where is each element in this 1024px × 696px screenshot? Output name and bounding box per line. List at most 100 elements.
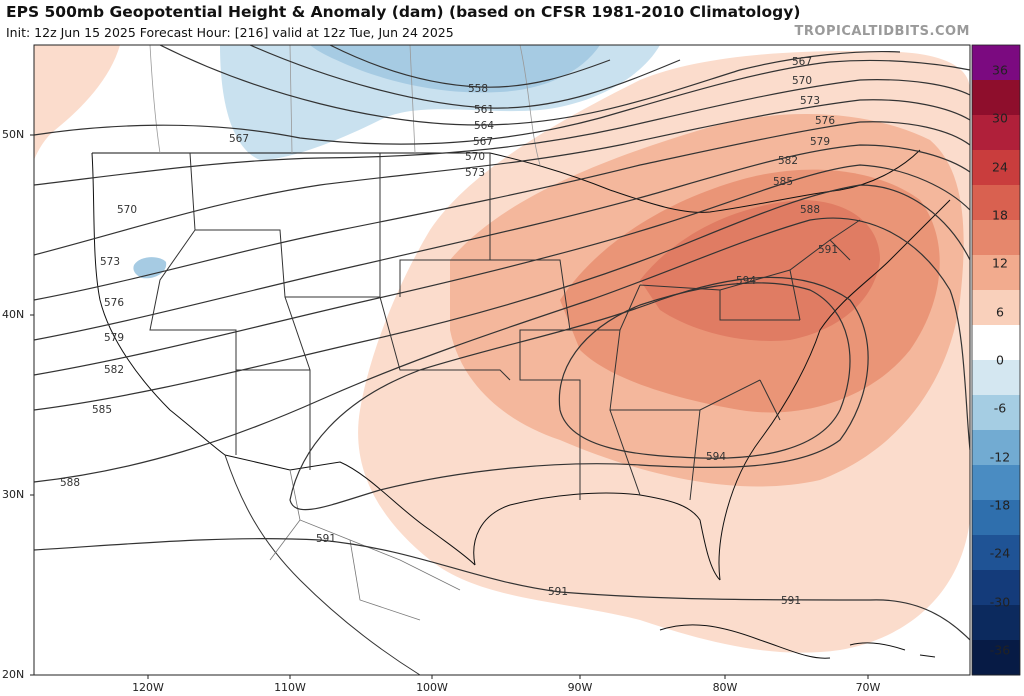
contour-label: 576 <box>815 115 835 127</box>
colorbar-segment <box>972 220 1020 256</box>
colorbar-label: -36 <box>989 642 1011 658</box>
colorbar-label: -24 <box>989 545 1011 561</box>
colorbar-label: 30 <box>992 110 1008 126</box>
contour-558 <box>329 44 611 88</box>
contour-591-loop <box>289 276 869 511</box>
colorbar-frame <box>971 44 1021 676</box>
latitude-label: 50N <box>2 128 25 141</box>
contour-label: 576 <box>104 297 124 309</box>
colorbar-segment <box>972 535 1020 571</box>
contour-label: 591 <box>781 595 801 607</box>
contour-label: 591 <box>316 533 336 545</box>
colorbar <box>972 45 1020 676</box>
gulf-coast <box>473 492 721 581</box>
contour-label: 579 <box>810 136 830 148</box>
contour-588 <box>33 217 971 483</box>
colorbar-label: -18 <box>989 497 1011 513</box>
mexico-coast <box>224 454 421 676</box>
colorbar-label: -30 <box>989 594 1011 610</box>
caribbean-islands <box>849 642 936 658</box>
negative-anomaly-north-core <box>310 45 600 93</box>
longitude-label: 90W <box>567 681 593 694</box>
colorbar-segment <box>972 45 1020 81</box>
colorbar-segment <box>972 570 1020 606</box>
colorbar-label: -6 <box>993 400 1007 416</box>
contour-label: 570 <box>117 204 137 216</box>
colorbar-label: -12 <box>989 449 1011 465</box>
longitude-label: 110W <box>274 681 306 694</box>
colorbar-label: 18 <box>992 207 1008 223</box>
contour-label: 582 <box>778 155 798 167</box>
positive-anomaly-west <box>34 45 120 160</box>
contour-label: 561 <box>474 104 494 116</box>
colorbar-segment <box>972 80 1020 116</box>
contour-label: 585 <box>92 404 112 416</box>
contour-585 <box>33 184 971 411</box>
east-coast <box>718 199 951 581</box>
contour-567 <box>33 59 971 145</box>
contour-label: 594 <box>736 275 756 287</box>
contour-label: 591 <box>818 244 838 256</box>
colorbar-segment <box>972 290 1020 326</box>
contour-label: 582 <box>104 364 124 376</box>
west-coast <box>91 152 226 456</box>
contour-label: 591 <box>548 586 568 598</box>
longitude-label: 100W <box>416 681 448 694</box>
contour-576 <box>33 121 971 301</box>
contour-label: 567 <box>229 133 249 145</box>
latitude-label: 20N <box>2 668 25 681</box>
source-credit: TROPICALTIDBITS.COM <box>794 24 970 39</box>
axis-ticks <box>30 134 869 679</box>
contour-label: 570 <box>792 75 812 87</box>
colorbar-segment <box>972 255 1020 291</box>
chart-subtitle: Init: 12z Jun 15 2025 Forecast Hour: [21… <box>6 25 454 40</box>
colorbar-segment <box>972 465 1020 501</box>
contour-label: 573 <box>465 167 485 179</box>
canada-provinces <box>149 44 541 166</box>
colorbar-segment <box>972 325 1020 361</box>
latitude-label: 40N <box>2 308 25 321</box>
mexico-border <box>224 454 476 566</box>
mexico-states <box>269 469 461 621</box>
contour-label: 567 <box>792 56 812 68</box>
colorbar-segment <box>972 430 1020 466</box>
colorbar-segment <box>972 395 1020 431</box>
contour-labels: 558 561 564 567 567 567 570 570 570 573 … <box>60 56 838 607</box>
contour-label: 573 <box>800 95 820 107</box>
contour-label: 585 <box>773 176 793 188</box>
contour-582 <box>33 164 971 376</box>
longitude-label: 80W <box>712 681 738 694</box>
contour-label: 558 <box>468 83 488 95</box>
colorbar-label: 12 <box>992 255 1008 271</box>
colorbar-label: 24 <box>992 159 1008 175</box>
chart-title: EPS 500mb Geopotential Height & Anomaly … <box>6 3 801 21</box>
contour-label: 564 <box>474 120 494 132</box>
colorbar-label: 36 <box>992 62 1008 78</box>
contour-label: 567 <box>473 136 493 148</box>
colorbar-segment <box>972 500 1020 536</box>
contour-570 <box>33 79 971 186</box>
colorbar-segment <box>972 115 1020 151</box>
longitude-label: 70W <box>855 681 881 694</box>
contour-591 <box>33 538 971 641</box>
colorbar-segment <box>972 360 1020 396</box>
colorbar-segment <box>972 185 1020 221</box>
contour-564 <box>159 44 901 126</box>
contour-label: 588 <box>60 477 80 489</box>
map-frame <box>33 44 971 676</box>
contour-573 <box>33 99 971 256</box>
colorbar-segment <box>972 150 1020 186</box>
colorbar-segment <box>972 605 1020 641</box>
contour-579 <box>33 144 971 341</box>
positive-anomaly-core <box>640 200 880 341</box>
contour-594-loop <box>558 282 851 459</box>
contour-label: 579 <box>104 332 124 344</box>
state-lines-central <box>399 153 800 501</box>
colorbar-label: 6 <box>996 304 1004 320</box>
longitude-label: 120W <box>132 681 164 694</box>
contour-label: 588 <box>800 204 820 216</box>
contour-label: 573 <box>100 256 120 268</box>
boundaries <box>91 44 951 676</box>
colorbar-label: 0 <box>996 352 1004 368</box>
